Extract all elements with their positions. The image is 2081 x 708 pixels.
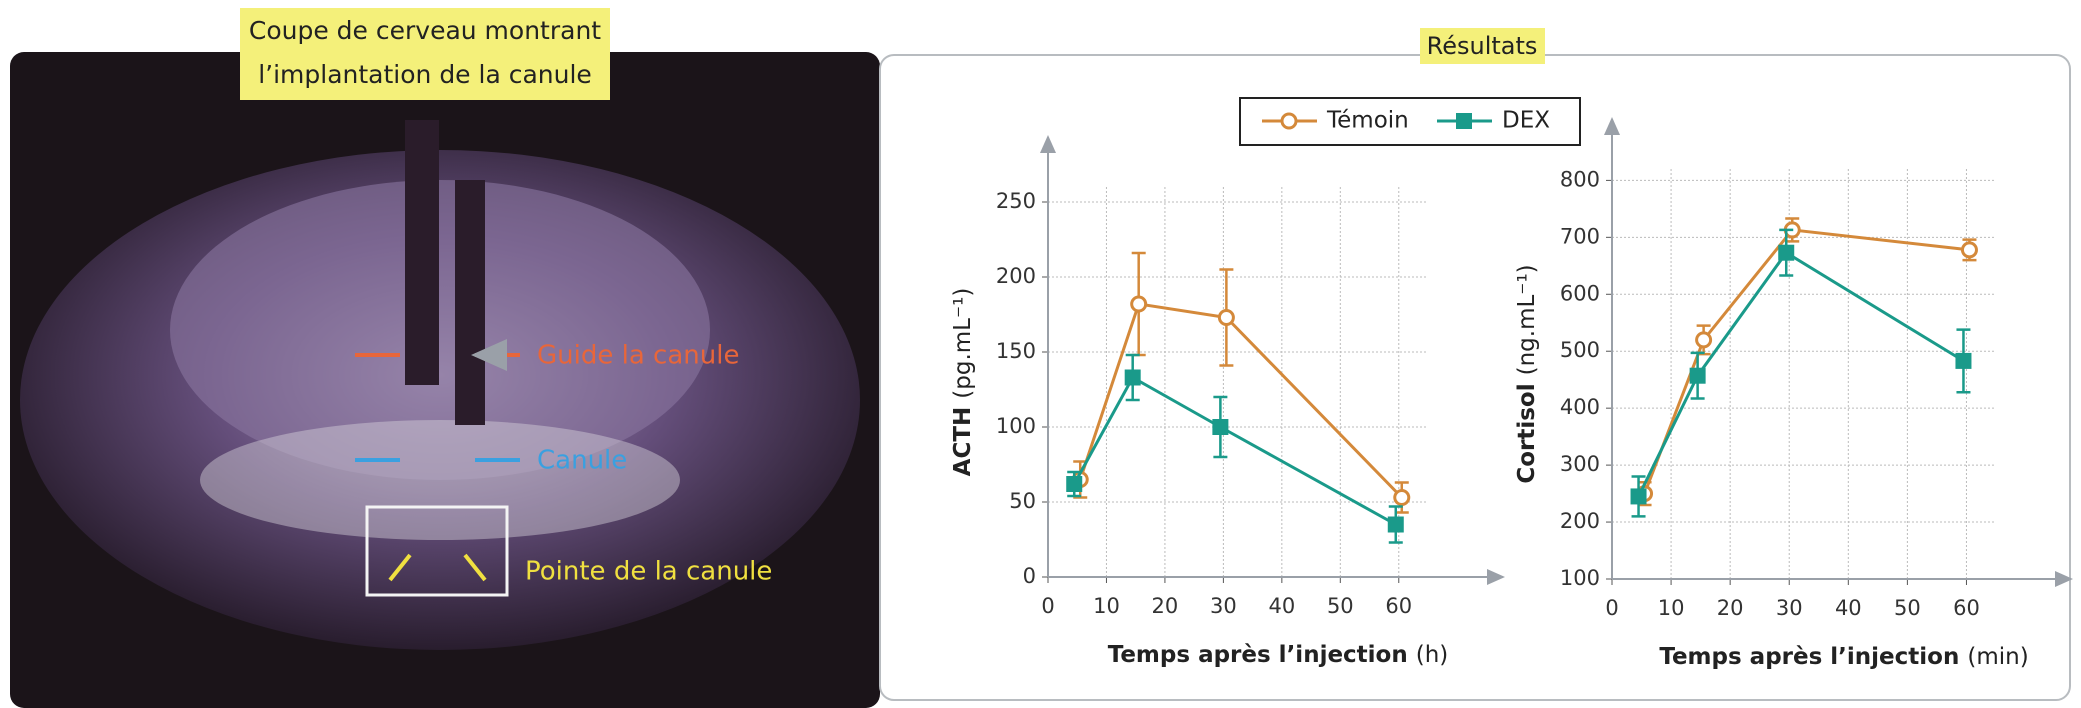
- legend-marker: [1456, 113, 1472, 129]
- y-tick-label: 150: [996, 339, 1036, 363]
- y-tick-label: 0: [1023, 564, 1036, 588]
- x-axis-title: Temps après l’injection: [1108, 642, 1408, 668]
- photo-label: Guide la canule: [537, 341, 739, 371]
- point: [1124, 369, 1141, 386]
- series-line: [1637, 250, 1965, 498]
- caption: l’implantation de la canule: [258, 60, 592, 89]
- x-tick-label: 30: [1776, 596, 1803, 620]
- series-line: [1078, 302, 1403, 499]
- y-tick-label: 300: [1560, 452, 1600, 476]
- photo: Guide la canule Canule Pointe de la canu…: [10, 8, 880, 708]
- y-tick-label: 100: [996, 414, 1036, 438]
- point: [1955, 352, 1972, 369]
- y-tick-label: 100: [1560, 566, 1600, 590]
- x-tick-label: 40: [1835, 596, 1862, 620]
- y-axis-title: ACTH: [950, 407, 976, 477]
- point: [1393, 489, 1411, 506]
- caption-box: [240, 8, 610, 100]
- results-tag: [1420, 28, 1545, 64]
- y-axis-title: Cortisol: [1514, 383, 1540, 483]
- point: [1630, 488, 1647, 505]
- photo-label: Pointe de la canule: [525, 557, 772, 587]
- point: [1130, 295, 1148, 313]
- y-tick-label: 600: [1560, 281, 1600, 305]
- y-axis-label: Cortisol (ng.mL⁻¹): [1514, 264, 1540, 483]
- y-axis-unit: (ng.mL⁻¹): [1514, 264, 1540, 375]
- x-tick-label: 60: [1385, 594, 1412, 618]
- y-tick-label: 700: [1560, 224, 1600, 248]
- x-axis-title: Temps après l’injection: [1659, 644, 1959, 670]
- y-tick-label: 200: [1560, 509, 1600, 533]
- point: [1689, 367, 1706, 384]
- legend-label: DEX: [1502, 108, 1550, 134]
- x-tick-label: 50: [1894, 596, 1921, 620]
- point: [1960, 241, 1978, 259]
- y-tick-label: 250: [996, 189, 1036, 213]
- y-tick-label: 400: [1560, 395, 1600, 419]
- point: [1217, 309, 1235, 326]
- x-tick-label: 0: [1041, 594, 1054, 618]
- x-tick-label: 10: [1658, 596, 1685, 620]
- x-tick-label: 10: [1093, 594, 1120, 618]
- point: [1212, 419, 1229, 435]
- results-panel: [879, 54, 2071, 701]
- x-tick-label: 20: [1717, 596, 1744, 620]
- x-axis-unit: (min): [1967, 644, 2028, 670]
- legend-label: Témoin: [1326, 108, 1409, 134]
- photo-label: Canule: [537, 446, 627, 476]
- y-axis-unit: (pg.mL⁻¹): [950, 288, 976, 399]
- caption: Coupe de cerveau montrant: [249, 16, 601, 45]
- y-tick-label: 50: [1009, 489, 1036, 513]
- y-tick-label: 500: [1560, 338, 1600, 362]
- y-tick-label: 200: [996, 264, 1036, 288]
- series-line: [1072, 375, 1397, 526]
- series-line: [1643, 228, 1970, 495]
- point: [1066, 476, 1083, 492]
- x-axis-unit: (h): [1416, 642, 1449, 668]
- point: [1387, 516, 1404, 533]
- x-tick-label: 20: [1152, 594, 1179, 618]
- point: [1695, 331, 1713, 349]
- y-tick-label: 800: [1560, 167, 1600, 191]
- x-tick-label: 40: [1268, 594, 1295, 618]
- legend-marker: [1280, 112, 1298, 130]
- x-tick-label: 60: [1953, 596, 1980, 620]
- point: [1778, 244, 1795, 261]
- x-axis-label: Temps après l’injection (h): [1108, 642, 1449, 668]
- x-tick-label: 0: [1605, 596, 1618, 620]
- x-tick-label: 50: [1327, 594, 1354, 618]
- x-axis-label: Temps après l’injection (min): [1659, 644, 2028, 670]
- y-axis-label: ACTH (pg.mL⁻¹): [950, 288, 976, 477]
- results-title: Résultats: [1427, 32, 1538, 60]
- x-tick-label: 30: [1210, 594, 1237, 618]
